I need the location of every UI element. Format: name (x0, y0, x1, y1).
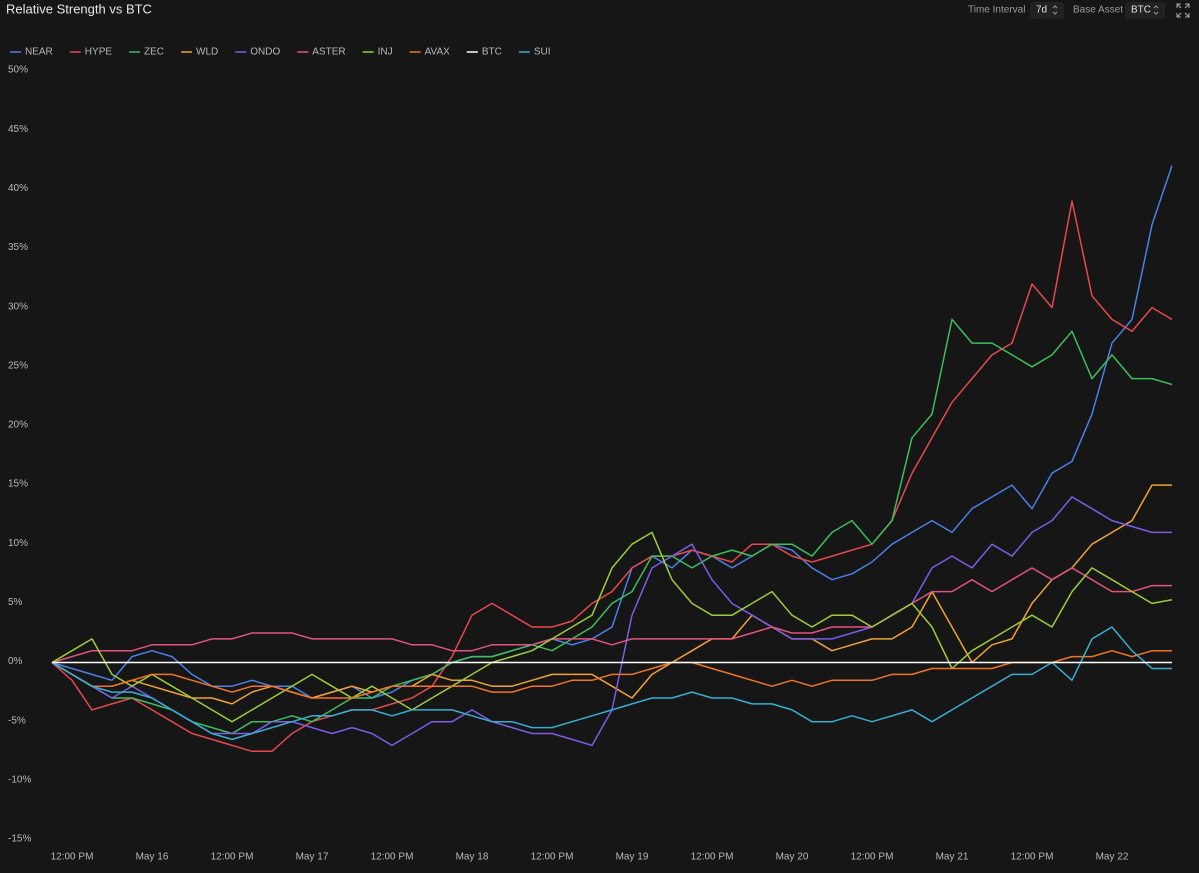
base-asset-value[interactable]: BTC (1131, 5, 1151, 16)
series-line (51, 200, 1173, 753)
select-arrows (1153, 5, 1159, 15)
legend-label: WLD (196, 47, 218, 58)
legend-label: HYPE (85, 47, 113, 58)
x-tick-label: 12:00 PM (371, 852, 414, 863)
legend: NEAR HYPE ZEC WLD ONDO ASTER INJ AVAX BTC SUI (10, 47, 550, 58)
series-line (51, 318, 1173, 735)
time-interval-label: Time Interval (968, 5, 1025, 16)
x-tick-label: 12:00 PM (51, 852, 94, 863)
y-tick-label: -5% (8, 715, 26, 726)
legend-label: INJ (378, 47, 393, 58)
x-tick-label: May 21 (936, 852, 969, 863)
y-tick-label: -15% (8, 834, 31, 845)
x-tick-label: May 22 (1096, 852, 1129, 863)
x-tick-label: 12:00 PM (691, 852, 734, 863)
y-tick-label: 30% (8, 301, 28, 312)
series-line (51, 165, 1173, 699)
x-tick-label: May 19 (616, 852, 649, 863)
y-tick-label: 40% (8, 183, 28, 194)
x-tick-label: May 17 (296, 852, 329, 863)
y-tick-label: -10% (8, 774, 31, 785)
chart-title: Relative Strength vs BTC (6, 1, 152, 16)
legend-label: NEAR (25, 47, 53, 58)
y-tick-label: 10% (8, 538, 28, 549)
y-tick-label: 0% (8, 656, 23, 667)
x-tick-label: 12:00 PM (1011, 852, 1054, 863)
x-tick-label: 12:00 PM (211, 852, 254, 863)
y-tick-label: 15% (8, 479, 28, 490)
y-tick-label: 50% (8, 65, 28, 76)
legend-label: ASTER (312, 47, 345, 58)
x-tick-label: May 16 (136, 852, 169, 863)
legend-label: ONDO (250, 47, 280, 58)
series-line (51, 567, 1172, 664)
plot-area: 50% 45% 40% 35% 30% 25% 20% 15% 10% 5% 0% -5% -10% -1… (8, 47, 1173, 863)
legend-label: AVAX (425, 47, 451, 58)
select-arrows (1052, 5, 1058, 15)
x-tick-label: 12:00 PM (531, 852, 574, 863)
y-tick-label: 35% (8, 242, 28, 253)
series-line (51, 626, 1172, 741)
legend-label: ZEC (144, 47, 164, 58)
x-tick-label: May 18 (456, 852, 489, 863)
x-tick-label: May 20 (776, 852, 809, 863)
series-line (51, 484, 1172, 705)
legend-label: BTC (482, 47, 502, 58)
legend-label: SUI (534, 47, 551, 58)
y-tick-label: 25% (8, 360, 28, 371)
series-line (51, 531, 1173, 723)
x-tick-label: 12:00 PM (851, 852, 894, 863)
y-tick-label: 20% (8, 420, 28, 431)
base-asset-label: Base Asset (1073, 5, 1123, 16)
y-tick-label: 5% (8, 597, 23, 608)
y-tick-label: 45% (8, 124, 28, 135)
time-interval-value[interactable]: 7d (1036, 5, 1047, 16)
base-asset-select[interactable] (1125, 2, 1165, 19)
fullscreen-button[interactable] (1176, 3, 1190, 18)
series-line (51, 649, 1172, 699)
